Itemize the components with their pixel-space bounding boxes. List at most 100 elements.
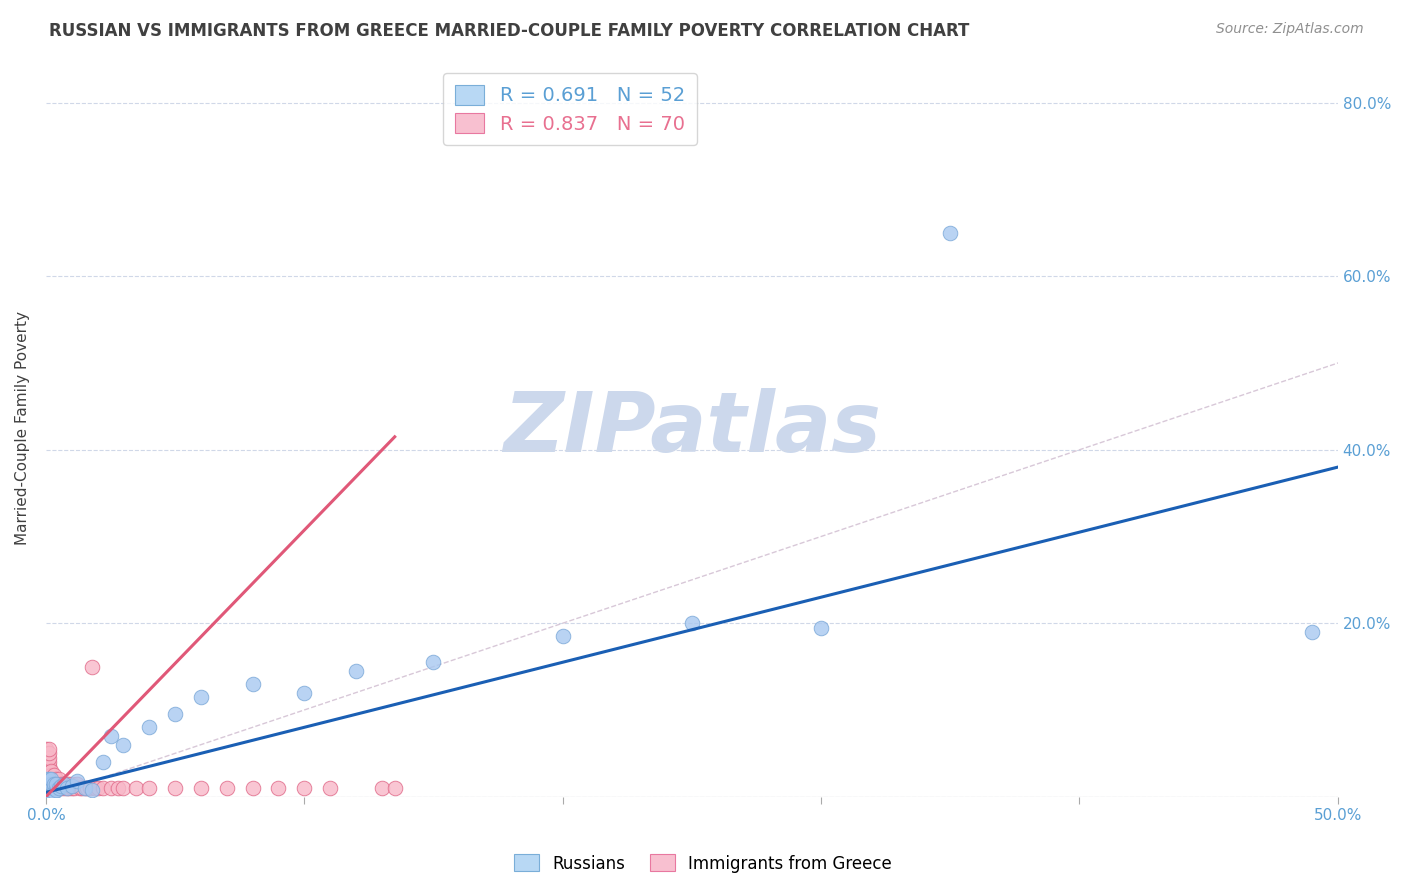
Point — [125, 780, 148, 795]
Point — [35, 780, 58, 795]
Point — [38, 755, 60, 769]
Point — [82, 782, 104, 797]
Point — [112, 780, 135, 795]
Point — [38, 759, 60, 773]
Point — [215, 780, 238, 795]
Point — [39, 780, 62, 795]
Point — [39, 777, 62, 791]
Point — [38, 750, 60, 764]
Point — [73, 780, 96, 795]
Point — [53, 777, 76, 791]
Point — [39, 772, 62, 787]
Point — [42, 780, 65, 795]
Point — [42, 768, 65, 782]
Point — [35, 750, 58, 764]
Point — [39, 777, 62, 791]
Point — [38, 742, 60, 756]
Point — [35, 777, 58, 791]
Point — [55, 780, 77, 795]
Point — [48, 772, 70, 787]
Point — [39, 780, 62, 795]
Point — [39, 768, 62, 782]
Point — [38, 782, 60, 797]
Point — [38, 768, 60, 782]
Point — [91, 780, 114, 795]
Point — [42, 785, 65, 799]
Point — [292, 685, 315, 699]
Point — [267, 780, 290, 795]
Point — [35, 786, 58, 800]
Point — [51, 777, 73, 791]
Point — [86, 780, 108, 795]
Text: RUSSIAN VS IMMIGRANTS FROM GREECE MARRIED-COUPLE FAMILY POVERTY CORRELATION CHAR: RUSSIAN VS IMMIGRANTS FROM GREECE MARRIE… — [49, 22, 970, 40]
Point — [939, 226, 962, 240]
Point — [48, 780, 70, 795]
Point — [138, 720, 160, 734]
Point — [344, 664, 367, 678]
Point — [82, 659, 104, 673]
Point — [38, 776, 60, 790]
Point — [38, 779, 60, 793]
Point — [69, 780, 91, 795]
Point — [60, 779, 83, 793]
Point — [39, 772, 62, 787]
Point — [371, 780, 394, 795]
Point — [112, 738, 135, 752]
Point — [63, 780, 86, 795]
Point — [681, 616, 703, 631]
Point — [35, 747, 58, 761]
Point — [55, 777, 77, 791]
Point — [84, 780, 107, 795]
Point — [53, 780, 76, 795]
Point — [292, 780, 315, 795]
Point — [384, 780, 406, 795]
Point — [39, 785, 62, 799]
Point — [35, 759, 58, 773]
Point — [1301, 624, 1323, 639]
Point — [48, 777, 70, 791]
Point — [45, 777, 67, 791]
Point — [38, 780, 60, 795]
Point — [51, 780, 73, 795]
Point — [422, 655, 444, 669]
Point — [70, 780, 93, 795]
Point — [35, 788, 58, 802]
Point — [73, 780, 96, 795]
Point — [38, 772, 60, 787]
Point — [38, 772, 60, 787]
Point — [190, 690, 212, 704]
Point — [38, 778, 60, 792]
Point — [35, 772, 58, 787]
Point — [319, 780, 342, 795]
Point — [810, 621, 832, 635]
Point — [242, 677, 264, 691]
Point — [48, 780, 70, 795]
Point — [42, 780, 65, 795]
Point — [45, 780, 67, 795]
Point — [107, 780, 129, 795]
Point — [165, 707, 187, 722]
Point — [58, 780, 80, 795]
Point — [35, 755, 58, 769]
Point — [39, 764, 62, 778]
Point — [38, 774, 60, 789]
Point — [35, 772, 58, 787]
Point — [35, 784, 58, 798]
Point — [53, 777, 76, 791]
Point — [45, 772, 67, 787]
Point — [35, 764, 58, 778]
Point — [60, 780, 83, 795]
Point — [42, 772, 65, 787]
Point — [45, 777, 67, 791]
Point — [100, 780, 122, 795]
Text: ZIPatlas: ZIPatlas — [503, 388, 880, 468]
Point — [45, 782, 67, 797]
Point — [138, 780, 160, 795]
Point — [35, 776, 58, 790]
Point — [35, 774, 58, 789]
Point — [58, 777, 80, 791]
Point — [35, 779, 58, 793]
Point — [38, 784, 60, 798]
Point — [551, 629, 574, 643]
Point — [35, 778, 58, 792]
